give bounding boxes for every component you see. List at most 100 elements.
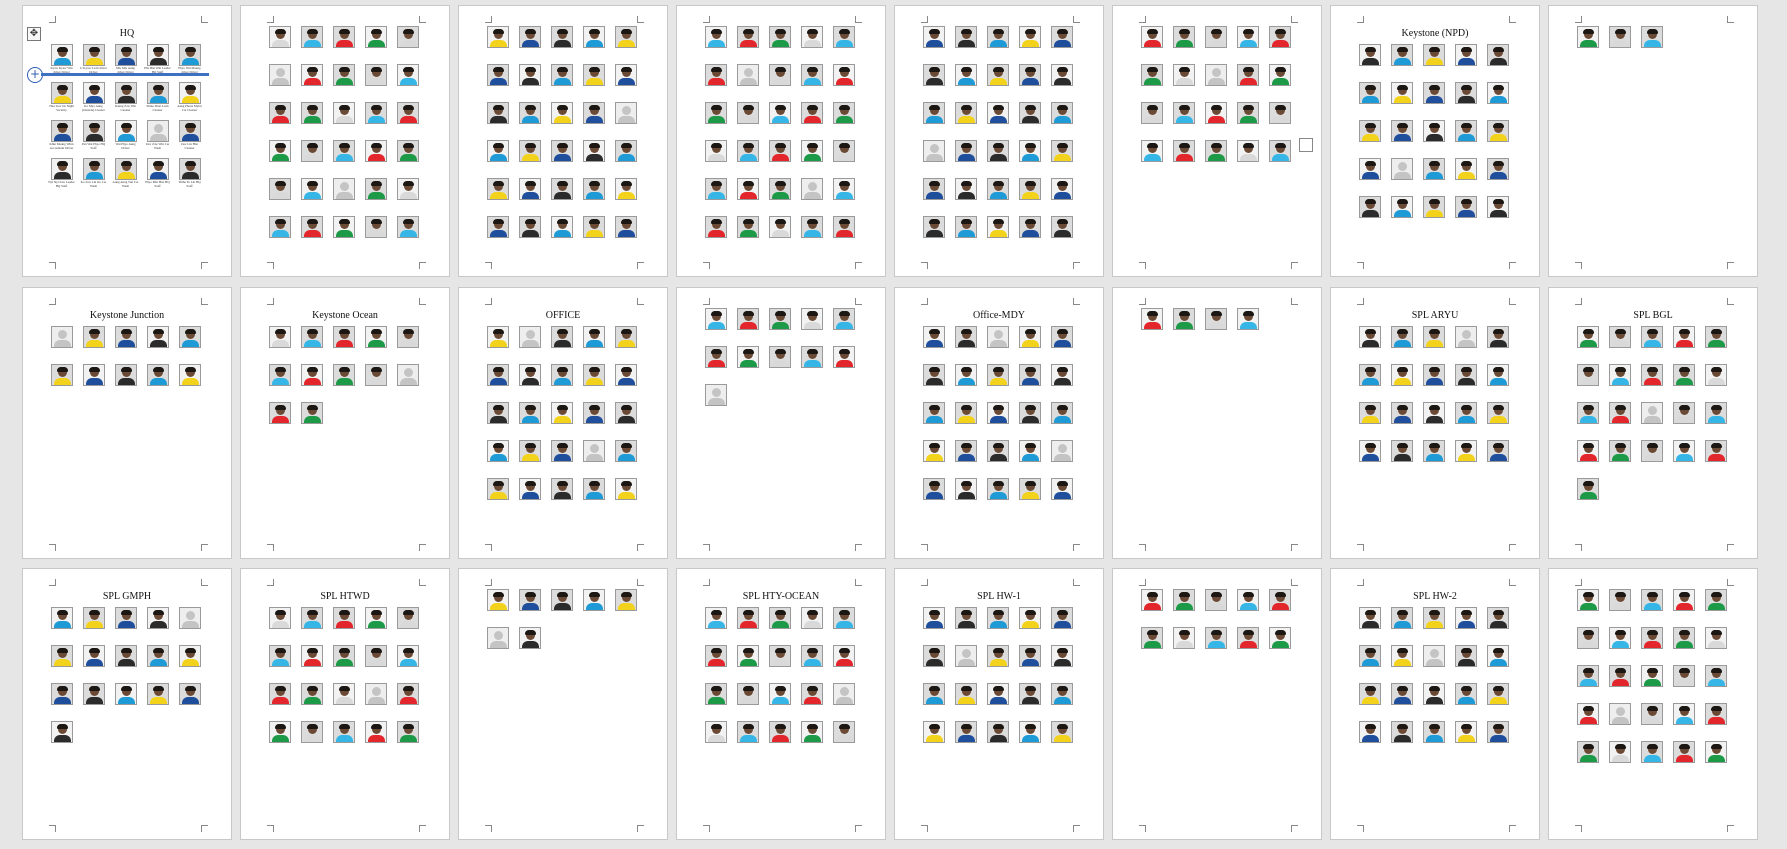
employee-card[interactable] bbox=[1048, 102, 1075, 137]
employee-card[interactable] bbox=[734, 64, 761, 99]
employee-card[interactable] bbox=[516, 26, 543, 61]
employee-card[interactable] bbox=[1016, 64, 1043, 99]
employee-card[interactable] bbox=[580, 26, 607, 61]
employee-card[interactable] bbox=[830, 721, 857, 756]
employee-card[interactable] bbox=[1452, 440, 1479, 475]
employee-card[interactable] bbox=[1452, 158, 1479, 193]
employee-card[interactable] bbox=[176, 364, 203, 399]
employee-card[interactable] bbox=[1016, 140, 1043, 175]
employee-card[interactable] bbox=[1388, 158, 1415, 193]
employee-card[interactable] bbox=[612, 402, 639, 437]
employee-card[interactable] bbox=[394, 64, 421, 99]
document-page[interactable] bbox=[1112, 5, 1322, 277]
employee-card[interactable] bbox=[548, 478, 575, 513]
employee-card[interactable] bbox=[580, 589, 607, 624]
employee-card[interactable] bbox=[330, 721, 357, 756]
employee-card[interactable] bbox=[702, 645, 729, 680]
employee-card[interactable] bbox=[1606, 703, 1633, 738]
employee-card[interactable] bbox=[1356, 158, 1383, 193]
employee-card[interactable] bbox=[798, 308, 825, 343]
move-handle-icon[interactable]: ✥ bbox=[27, 27, 41, 41]
employee-card[interactable] bbox=[1266, 26, 1293, 61]
employee-card[interactable] bbox=[1202, 64, 1229, 99]
employee-card[interactable] bbox=[298, 102, 325, 137]
employee-card[interactable] bbox=[1170, 140, 1197, 175]
employee-card[interactable] bbox=[612, 178, 639, 213]
document-page[interactable] bbox=[894, 5, 1104, 277]
employee-card[interactable] bbox=[298, 645, 325, 680]
employee-card[interactable] bbox=[1484, 683, 1511, 718]
employee-card[interactable] bbox=[1702, 364, 1729, 399]
employee-card[interactable] bbox=[798, 721, 825, 756]
employee-card[interactable] bbox=[1484, 326, 1511, 361]
employee-card[interactable] bbox=[798, 645, 825, 680]
employee-card[interactable] bbox=[734, 721, 761, 756]
employee-card[interactable] bbox=[1670, 364, 1697, 399]
document-page[interactable]: SPL HTY-OCEAN bbox=[676, 568, 886, 840]
document-page[interactable]: SPL BGL bbox=[1548, 287, 1758, 559]
employee-card[interactable] bbox=[1016, 645, 1043, 680]
employee-card[interactable] bbox=[484, 64, 511, 99]
employee-card[interactable] bbox=[1016, 683, 1043, 718]
employee-card[interactable] bbox=[298, 326, 325, 361]
employee-card[interactable] bbox=[362, 140, 389, 175]
document-page[interactable]: Keystone Ocean bbox=[240, 287, 450, 559]
employee-card[interactable] bbox=[766, 308, 793, 343]
employee-card[interactable] bbox=[516, 440, 543, 475]
employee-card[interactable] bbox=[484, 140, 511, 175]
employee-card[interactable] bbox=[1048, 178, 1075, 213]
employee-card[interactable] bbox=[734, 102, 761, 137]
employee-card[interactable] bbox=[1356, 196, 1383, 231]
employee-card[interactable] bbox=[1202, 102, 1229, 137]
document-page[interactable]: SPL HW-1 bbox=[894, 568, 1104, 840]
employee-card[interactable] bbox=[1234, 102, 1261, 137]
employee-card[interactable] bbox=[766, 178, 793, 213]
employee-card[interactable] bbox=[144, 364, 171, 399]
employee-card[interactable] bbox=[1670, 402, 1697, 437]
employee-card[interactable] bbox=[1702, 402, 1729, 437]
employee-card[interactable] bbox=[830, 645, 857, 680]
employee-card[interactable] bbox=[1452, 683, 1479, 718]
employee-card[interactable] bbox=[920, 102, 947, 137]
employee-card[interactable] bbox=[484, 364, 511, 399]
employee-card[interactable] bbox=[1016, 326, 1043, 361]
employee-card[interactable] bbox=[580, 402, 607, 437]
employee-card[interactable] bbox=[766, 721, 793, 756]
employee-card[interactable] bbox=[1638, 364, 1665, 399]
employee-card[interactable] bbox=[1388, 120, 1415, 155]
employee-card[interactable] bbox=[1356, 364, 1383, 399]
employee-card[interactable] bbox=[798, 102, 825, 137]
employee-card[interactable] bbox=[1670, 665, 1697, 700]
employee-card[interactable] bbox=[766, 140, 793, 175]
employee-card[interactable] bbox=[330, 26, 357, 61]
employee-card[interactable] bbox=[798, 607, 825, 642]
employee-card[interactable]: Hla Han Win Leader HQ Staff bbox=[144, 44, 171, 79]
employee-card[interactable] bbox=[266, 216, 293, 251]
employee-card[interactable] bbox=[298, 178, 325, 213]
employee-card[interactable] bbox=[1606, 589, 1633, 624]
employee-card[interactable] bbox=[1574, 326, 1601, 361]
employee-card[interactable] bbox=[1234, 64, 1261, 99]
employee-card[interactable] bbox=[266, 102, 293, 137]
employee-card[interactable] bbox=[766, 216, 793, 251]
employee-card[interactable] bbox=[1420, 402, 1447, 437]
employee-card[interactable] bbox=[1234, 627, 1261, 662]
employee-card[interactable] bbox=[394, 178, 421, 213]
employee-card[interactable] bbox=[1048, 26, 1075, 61]
document-page[interactable]: HQ Kyaw Kyaw Win driver Driver U Kyaw Lwin… bbox=[22, 5, 232, 277]
employee-card[interactable] bbox=[734, 140, 761, 175]
employee-card[interactable] bbox=[1048, 645, 1075, 680]
employee-card[interactable] bbox=[1638, 665, 1665, 700]
employee-card[interactable] bbox=[830, 64, 857, 99]
employee-card[interactable] bbox=[1388, 82, 1415, 117]
employee-card[interactable] bbox=[920, 216, 947, 251]
employee-card[interactable] bbox=[548, 26, 575, 61]
employee-card[interactable]: Kaung Zaw Win Cleaner bbox=[112, 82, 139, 117]
employee-card[interactable] bbox=[766, 607, 793, 642]
employee-card[interactable] bbox=[362, 607, 389, 642]
employee-card[interactable] bbox=[1452, 44, 1479, 79]
employee-card[interactable] bbox=[394, 645, 421, 680]
employee-card[interactable] bbox=[484, 326, 511, 361]
employee-card[interactable] bbox=[766, 102, 793, 137]
employee-card[interactable] bbox=[1356, 683, 1383, 718]
